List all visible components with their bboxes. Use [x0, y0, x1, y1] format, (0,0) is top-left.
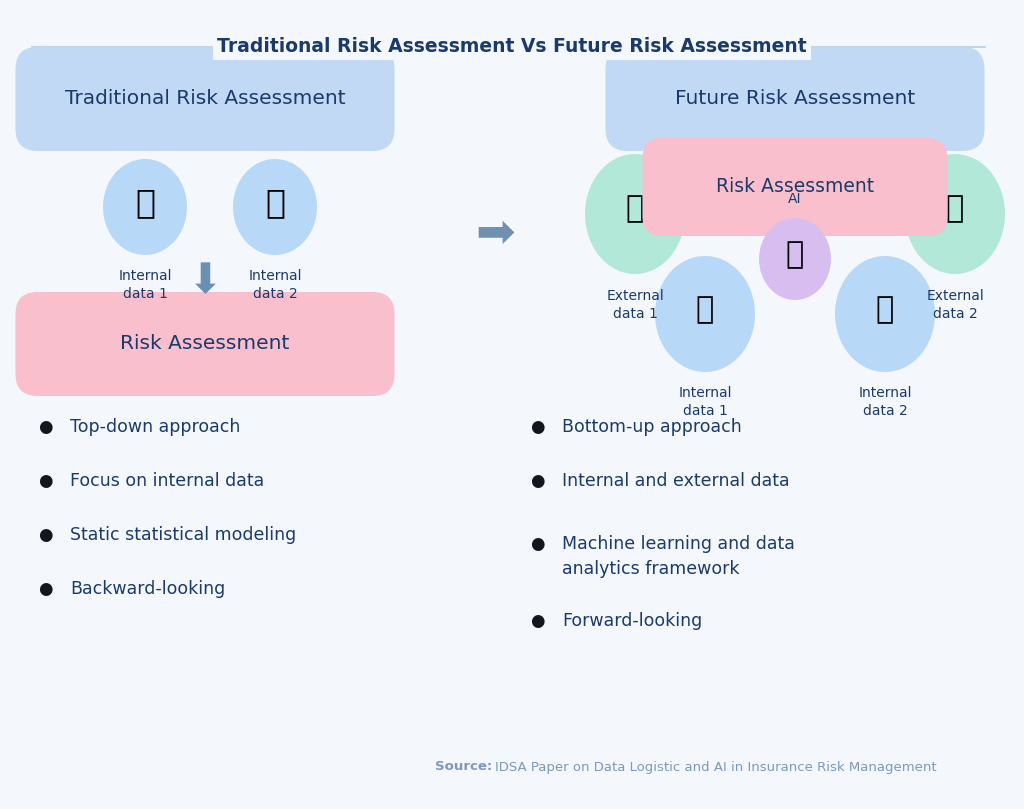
- Text: 📨: 📨: [946, 194, 965, 223]
- Text: Future Risk Assessment: Future Risk Assessment: [675, 90, 915, 108]
- Text: Internal
data 1: Internal data 1: [678, 386, 732, 418]
- Text: 🗄: 🗄: [876, 295, 894, 324]
- Ellipse shape: [585, 154, 685, 274]
- Text: Internal and external data: Internal and external data: [562, 472, 790, 490]
- FancyBboxPatch shape: [605, 47, 984, 151]
- Text: External
data 1: External data 1: [606, 289, 664, 321]
- Text: 🗄: 🗄: [135, 187, 155, 219]
- FancyBboxPatch shape: [642, 138, 947, 236]
- Ellipse shape: [655, 256, 755, 372]
- Text: Traditional Risk Assessment Vs Future Risk Assessment: Traditional Risk Assessment Vs Future Ri…: [217, 37, 807, 57]
- Text: Static statistical modeling: Static statistical modeling: [70, 526, 296, 544]
- Text: Backward-looking: Backward-looking: [70, 580, 225, 598]
- Text: Bottom-up approach: Bottom-up approach: [562, 418, 741, 436]
- Text: ●: ●: [38, 580, 52, 598]
- FancyBboxPatch shape: [15, 47, 394, 151]
- Text: ➡: ➡: [475, 211, 515, 256]
- Ellipse shape: [905, 154, 1005, 274]
- Text: ●: ●: [530, 472, 545, 490]
- Ellipse shape: [233, 159, 317, 255]
- Text: Internal
data 2: Internal data 2: [858, 386, 911, 418]
- Ellipse shape: [103, 159, 187, 255]
- Text: Focus on internal data: Focus on internal data: [70, 472, 264, 490]
- Text: ●: ●: [38, 472, 52, 490]
- Text: Top-down approach: Top-down approach: [70, 418, 241, 436]
- Text: 📨: 📨: [626, 194, 644, 223]
- Text: IDSA Paper on Data Logistic and AI in Insurance Risk Management: IDSA Paper on Data Logistic and AI in In…: [495, 760, 937, 773]
- Text: Source:: Source:: [435, 760, 493, 773]
- Text: AI: AI: [788, 192, 802, 206]
- Text: ⬇: ⬇: [187, 260, 222, 302]
- Text: ●: ●: [530, 418, 545, 436]
- Text: ●: ●: [530, 612, 545, 630]
- Text: Risk Assessment: Risk Assessment: [716, 177, 874, 197]
- Ellipse shape: [759, 218, 831, 300]
- Text: 🗄: 🗄: [265, 187, 285, 219]
- Text: ●: ●: [38, 418, 52, 436]
- Text: Forward-looking: Forward-looking: [562, 612, 702, 630]
- Text: ●: ●: [38, 526, 52, 544]
- Text: 💪: 💪: [785, 240, 804, 269]
- Text: Risk Assessment: Risk Assessment: [120, 334, 290, 354]
- Text: External
data 2: External data 2: [926, 289, 984, 321]
- Text: Internal
data 1: Internal data 1: [118, 269, 172, 302]
- FancyBboxPatch shape: [15, 292, 394, 396]
- Ellipse shape: [835, 256, 935, 372]
- Text: Internal
data 2: Internal data 2: [248, 269, 302, 302]
- Text: ●: ●: [530, 535, 545, 553]
- Text: Machine learning and data
analytics framework: Machine learning and data analytics fram…: [562, 535, 795, 578]
- Text: 🗄: 🗄: [696, 295, 714, 324]
- Text: Traditional Risk Assessment: Traditional Risk Assessment: [65, 90, 345, 108]
